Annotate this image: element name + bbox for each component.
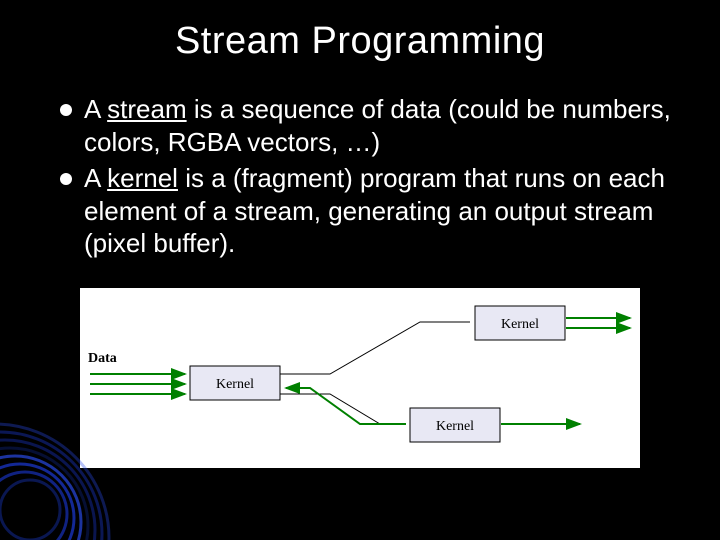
bullet-text: A stream is a sequence of data (could be… bbox=[84, 93, 680, 158]
bullet-text: A kernel is a (fragment) program that ru… bbox=[84, 162, 680, 260]
bullet-dot-icon bbox=[60, 173, 72, 185]
bullet-item: A kernel is a (fragment) program that ru… bbox=[60, 162, 680, 260]
svg-text:Kernel: Kernel bbox=[501, 317, 539, 332]
slide-title: Stream Programming bbox=[0, 0, 720, 63]
bullet-pre: A bbox=[84, 163, 107, 193]
bullet-pre: A bbox=[84, 94, 107, 124]
svg-text:Kernel: Kernel bbox=[436, 419, 474, 434]
bullet-underlined: stream bbox=[107, 94, 186, 124]
svg-text:Data: Data bbox=[88, 351, 117, 366]
bullet-item: A stream is a sequence of data (could be… bbox=[60, 93, 680, 158]
bullet-underlined: kernel bbox=[107, 163, 178, 193]
bullet-list: A stream is a sequence of data (could be… bbox=[60, 93, 680, 260]
flow-diagram: Data Kernel Kernel Kernel bbox=[80, 288, 640, 468]
svg-text:Kernel: Kernel bbox=[216, 377, 254, 392]
bullet-dot-icon bbox=[60, 104, 72, 116]
